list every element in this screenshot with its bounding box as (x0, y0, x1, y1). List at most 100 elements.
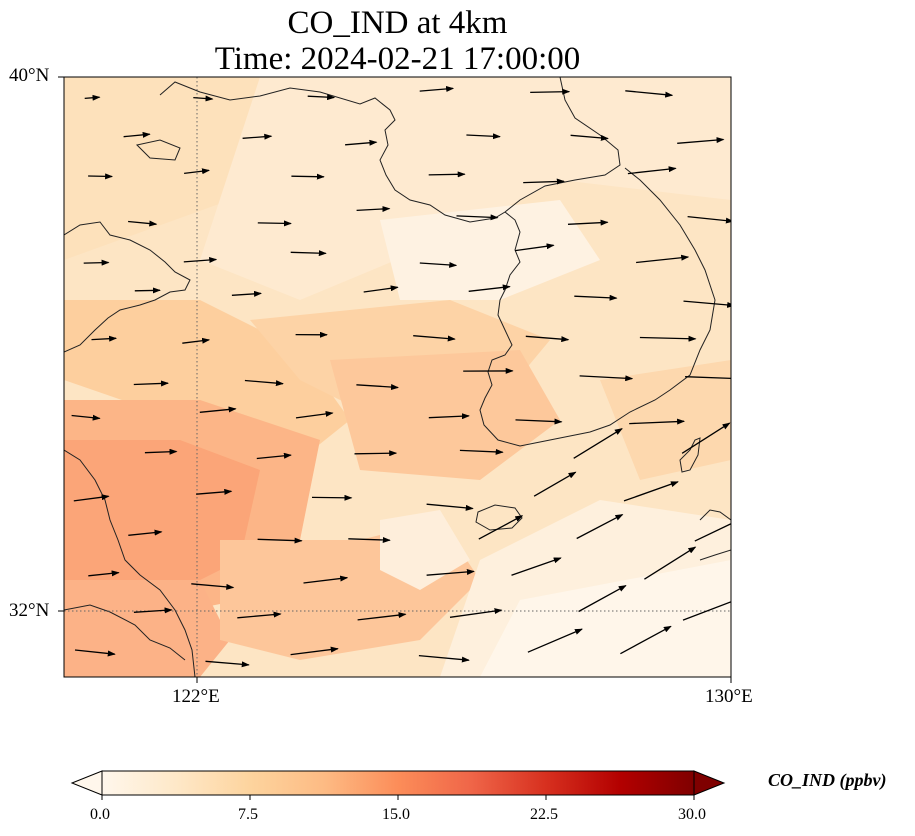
wind-arrow (468, 284, 511, 292)
wind-arrow (576, 514, 624, 540)
wind-arrow (348, 536, 391, 543)
colorbar-tick: 22.5 (530, 806, 558, 823)
wind-arrow (449, 608, 503, 618)
wind-arrow (307, 94, 336, 101)
wind-arrow (567, 219, 609, 226)
lat-tick-40n: 40°N (9, 65, 50, 86)
wind-arrow (237, 611, 282, 619)
wind-arrow (428, 413, 470, 420)
wind-arrow (83, 259, 110, 266)
colorbar (70, 770, 726, 800)
wind-arrow (354, 450, 398, 457)
wind-arrow (459, 448, 504, 455)
wind-arrow (183, 257, 218, 264)
lon-tick-122e: 122°E (172, 686, 220, 707)
wind-arrow (84, 94, 101, 101)
wind-arrow (257, 220, 292, 227)
wind-arrow (133, 607, 173, 614)
wind-arrow (682, 601, 731, 621)
wind-arrow (511, 557, 562, 576)
map-title: CO_IND at 4km (287, 5, 508, 41)
wind-arrow (196, 488, 233, 495)
wind-arrow (345, 139, 378, 146)
wind-arrow (466, 133, 501, 140)
wind-arrow (525, 335, 570, 343)
wind-vectors (71, 85, 731, 668)
wind-arrow (685, 376, 731, 379)
wind-arrow (231, 290, 262, 297)
wind-arrow (291, 173, 325, 180)
wind-arrow (413, 335, 456, 342)
wind-arrow (290, 646, 339, 656)
wind-arrow (515, 243, 555, 252)
wind-arrow (629, 418, 686, 425)
wind-arrow (205, 660, 250, 668)
colorbar-tick: 0.0 (90, 806, 110, 823)
wind-arrow (357, 612, 407, 621)
wind-arrow (644, 546, 697, 580)
wind-arrow (128, 220, 158, 227)
co-concentration-field (64, 77, 731, 677)
wind-arrow (573, 428, 623, 459)
wind-arrow (303, 575, 349, 584)
wind-arrow (244, 379, 284, 387)
wind-arrow (74, 649, 116, 657)
wind-arrow (290, 250, 327, 257)
wind-arrow (694, 523, 731, 542)
wind-arrow (419, 85, 455, 92)
colorbar-tick: 30.0 (678, 806, 706, 823)
colorbar-tick: 7.5 (238, 806, 258, 823)
wind-arrow (193, 95, 214, 102)
wind-arrow (91, 335, 118, 342)
wind-arrow (687, 215, 731, 224)
wind-arrow (623, 481, 679, 502)
wind-arrow (134, 287, 161, 294)
lat-tick-32n: 32°N (9, 600, 50, 621)
wind-arrow (242, 133, 273, 140)
wind-arrow (570, 134, 609, 141)
wind-arrow (311, 494, 353, 501)
map-frame (63, 76, 732, 678)
wind-arrow (636, 254, 690, 264)
map-subtitle-time: Time: 2024-02-21 17:00:00 (214, 41, 581, 77)
wind-arrow (123, 131, 151, 138)
wind-arrow (88, 173, 114, 180)
wind-arrow (677, 137, 725, 144)
wind-arrow (620, 625, 672, 655)
wind-arrow (426, 568, 475, 576)
wind-arrow (182, 337, 211, 344)
wind-arrow (428, 171, 466, 178)
wind-arrow (184, 168, 210, 175)
wind-arrow (530, 88, 571, 95)
wind-arrow (625, 90, 674, 98)
wind-arrow (73, 494, 110, 502)
wind-arrow (515, 418, 563, 425)
lon-tick-130e: 130°E (705, 686, 753, 707)
wind-arrow (295, 410, 334, 419)
wind-arrow (683, 300, 731, 308)
wind-arrow (144, 448, 178, 455)
wind-arrow (257, 537, 303, 544)
wind-arrow (527, 628, 583, 653)
wind-arrow (256, 452, 292, 460)
wind-arrow (426, 503, 474, 511)
colorbar-tick: 15.0 (382, 806, 410, 823)
wind-arrow (627, 166, 677, 175)
wind-arrow (356, 205, 391, 212)
colorbar-label: CO_IND (ppbv) (768, 770, 887, 790)
wind-arrow (574, 294, 618, 301)
wind-arrow (533, 471, 577, 497)
wind-arrow (456, 214, 499, 221)
wind-arrow (478, 515, 524, 540)
wind-arrow (128, 529, 163, 536)
wind-arrow (639, 335, 697, 342)
wind-arrow (363, 285, 399, 293)
wind-arrow (681, 422, 731, 454)
wind-arrow (578, 585, 627, 613)
wind-arrow (356, 384, 399, 391)
gridlines (64, 77, 731, 677)
wind-arrow (523, 178, 565, 185)
wind-arrow (88, 570, 120, 577)
wind-arrow (579, 375, 634, 382)
